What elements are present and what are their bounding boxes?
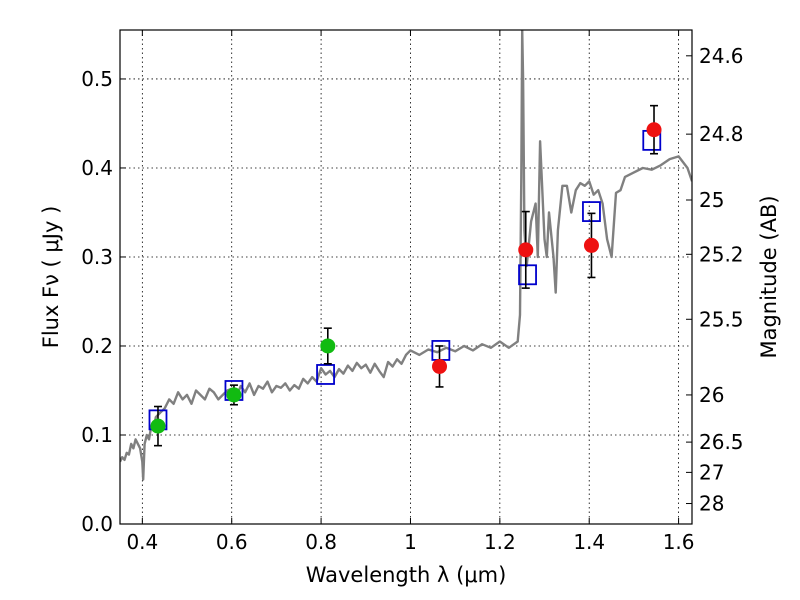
x-tick-label: 1 xyxy=(404,530,417,554)
near-infrared-data-point xyxy=(518,242,534,258)
magnitude-tick-label: 25 xyxy=(699,188,724,212)
near-infrared-data-point xyxy=(646,122,662,138)
x-tick-label: 0.8 xyxy=(305,530,337,554)
plot-area xyxy=(120,30,692,481)
optical-data-point xyxy=(320,338,336,354)
magnitude-tick-label: 27 xyxy=(699,460,724,484)
magnitude-tick-label: 28 xyxy=(699,492,724,516)
x-tick-label: 0.6 xyxy=(216,530,248,554)
y-tick-label: 0.1 xyxy=(81,423,113,447)
optical-data-point xyxy=(226,387,242,403)
optical-data-point xyxy=(150,418,166,434)
x-axis-label: Wavelength λ (μm) xyxy=(306,563,507,587)
x-tick-label: 1.2 xyxy=(484,530,516,554)
near-infrared-data-point xyxy=(583,237,599,253)
y-tick-label: 0.3 xyxy=(81,245,113,269)
magnitude-tick-label: 26 xyxy=(699,383,724,407)
magnitude-tick-label: 24.6 xyxy=(699,44,744,68)
near-infrared-data-point xyxy=(432,358,448,374)
magnitude-tick-label: 25.5 xyxy=(699,307,744,331)
x-tick-label: 0.4 xyxy=(126,530,158,554)
magnitude-tick-label: 24.8 xyxy=(699,122,744,146)
y-tick-label: 0.2 xyxy=(81,334,113,358)
y-axis-label: Flux Fν ( μJy ) xyxy=(39,206,63,349)
magnitude-tick-label: 25.2 xyxy=(699,242,744,266)
plot-frame xyxy=(119,29,693,525)
grid-lines xyxy=(120,30,692,525)
right-axis-label: Magnitude (AB) xyxy=(757,195,781,358)
model-box xyxy=(518,264,537,286)
x-tick-label: 1.6 xyxy=(663,530,695,554)
axis-ticks: 0.4 0.6 0.8 1 1.2 1.4 1.6 0.0 0.1 0.2 0.3 0.4 0.5 24.… xyxy=(81,30,744,554)
spectrum-line xyxy=(120,30,692,481)
x-tick-label: 1.4 xyxy=(573,530,605,554)
y-tick-label: 0.5 xyxy=(81,67,113,91)
magnitude-tick-label: 26.5 xyxy=(699,430,744,454)
y-tick-label: 0.4 xyxy=(81,156,113,180)
y-tick-label: 0.0 xyxy=(81,512,113,536)
model-box xyxy=(316,364,335,385)
